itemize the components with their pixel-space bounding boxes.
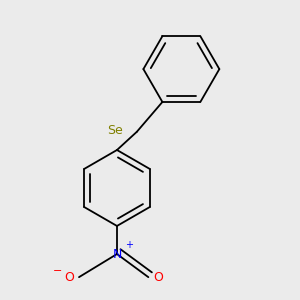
Text: Se: Se xyxy=(107,124,123,137)
Text: O: O xyxy=(153,271,163,284)
Text: N: N xyxy=(112,248,122,260)
Text: −: − xyxy=(53,266,62,275)
Text: O: O xyxy=(64,271,74,284)
Text: +: + xyxy=(125,240,134,250)
